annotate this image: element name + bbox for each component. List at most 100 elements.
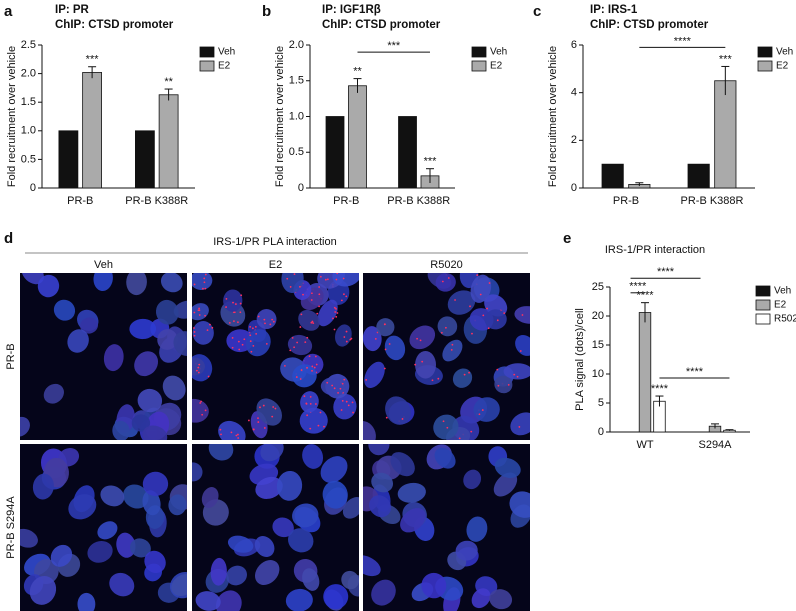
error-bar	[635, 182, 644, 187]
pla-dot	[352, 411, 354, 414]
nucleus	[137, 388, 163, 413]
bracket-label: ****	[657, 266, 675, 278]
y-tick-label: 0.5	[289, 146, 304, 158]
nucleus	[471, 588, 491, 609]
y-tick-label: 10	[592, 368, 604, 380]
nucleus	[470, 274, 492, 303]
pla-dot	[308, 355, 311, 358]
nucleus	[100, 485, 125, 507]
nucleus	[210, 557, 227, 586]
pla-dot	[306, 366, 308, 369]
bar	[601, 163, 624, 189]
pla-dot	[309, 395, 312, 398]
nuclei	[363, 444, 530, 611]
pla-dot	[329, 266, 331, 268]
y-tick-label: 0.5	[21, 153, 36, 165]
micrograph-panel: d IRS-1/PR PLA interaction Veh E2 R5020 PR-B P…	[4, 230, 535, 611]
error-bar	[655, 395, 664, 407]
pla-dot	[250, 350, 253, 353]
pla-dot	[189, 366, 191, 368]
nucleus	[201, 486, 219, 508]
pla-dot	[299, 378, 302, 380]
legend-label: E2	[218, 61, 231, 72]
pla-dot	[333, 306, 336, 309]
pla-dot	[263, 427, 266, 429]
nucleus	[455, 540, 478, 561]
pla-dot	[345, 295, 348, 298]
pla-dot	[446, 426, 449, 429]
pla-dot	[516, 375, 519, 378]
nucleus	[144, 550, 166, 574]
pla-dot	[513, 373, 516, 376]
pla-dot	[198, 363, 201, 366]
pla-dot	[206, 329, 209, 332]
pla-dot	[503, 312, 506, 315]
x-tick-label: PR-B K388R	[681, 195, 744, 207]
bar	[638, 312, 652, 433]
pla-dot	[203, 281, 206, 284]
nucleus	[155, 299, 179, 325]
panel-letter: b	[262, 3, 271, 20]
nucleus	[142, 425, 168, 440]
nucleus	[437, 316, 458, 337]
nucleus	[368, 444, 390, 456]
nucleus	[442, 339, 463, 362]
pla-dot	[239, 311, 242, 314]
nucleus	[103, 344, 124, 372]
pla-dot	[269, 323, 272, 326]
pla-dot	[447, 277, 450, 279]
pla-dot	[233, 320, 235, 323]
pla-dot	[234, 303, 237, 305]
nucleus	[109, 572, 135, 597]
pla-dot	[469, 305, 471, 308]
bar	[687, 163, 710, 189]
bracket-label: ****	[674, 35, 692, 47]
pla-dot	[257, 417, 259, 420]
x-tick-label: PR-B	[613, 195, 639, 207]
nucleus	[287, 334, 313, 356]
significance-label: **	[353, 66, 362, 78]
pla-dot	[295, 376, 298, 378]
bar	[82, 72, 102, 189]
chart-subtitle: ChIP: CTSD promoter	[322, 19, 441, 31]
pla-dot	[289, 286, 292, 288]
pla-dot	[450, 348, 453, 351]
y-tick-label: 4	[571, 87, 577, 99]
nucleus	[171, 574, 187, 597]
legend-swatch	[199, 46, 215, 58]
pla-dot	[333, 387, 336, 390]
pla-dot	[518, 426, 521, 428]
pla-dot	[343, 336, 346, 338]
pla-dot	[193, 327, 195, 329]
nucleus	[466, 516, 488, 542]
nucleus	[134, 351, 159, 377]
y-tick-label: 1.0	[289, 110, 304, 122]
significance-label: **	[164, 76, 173, 88]
legend-label: Veh	[774, 286, 791, 297]
nucleus	[272, 517, 294, 538]
nucleus	[335, 324, 352, 347]
pla-dot	[289, 349, 292, 352]
pla-dot	[198, 314, 201, 316]
bar	[325, 116, 345, 189]
pla-dot	[300, 313, 303, 316]
pla-dot	[334, 311, 337, 313]
nucleus	[260, 444, 284, 462]
nucleus	[254, 560, 280, 585]
pla-dot	[231, 346, 234, 349]
pla-dot	[335, 315, 338, 318]
pla-dot	[533, 319, 535, 321]
y-tick-label: 2.5	[21, 39, 36, 51]
nucleus	[123, 484, 149, 509]
error-bar	[725, 429, 734, 431]
nucleus	[218, 420, 246, 440]
y-tick-label: 1.5	[21, 96, 36, 108]
nucleus	[20, 528, 38, 548]
nucleus	[130, 538, 151, 558]
pla-dot	[345, 340, 348, 343]
pla-dot	[388, 343, 391, 345]
pla-dot	[331, 384, 334, 387]
nuclei	[20, 448, 187, 611]
pla-dot	[265, 342, 268, 345]
y-axis-label: Fold recruitment over vehicle	[274, 46, 286, 187]
